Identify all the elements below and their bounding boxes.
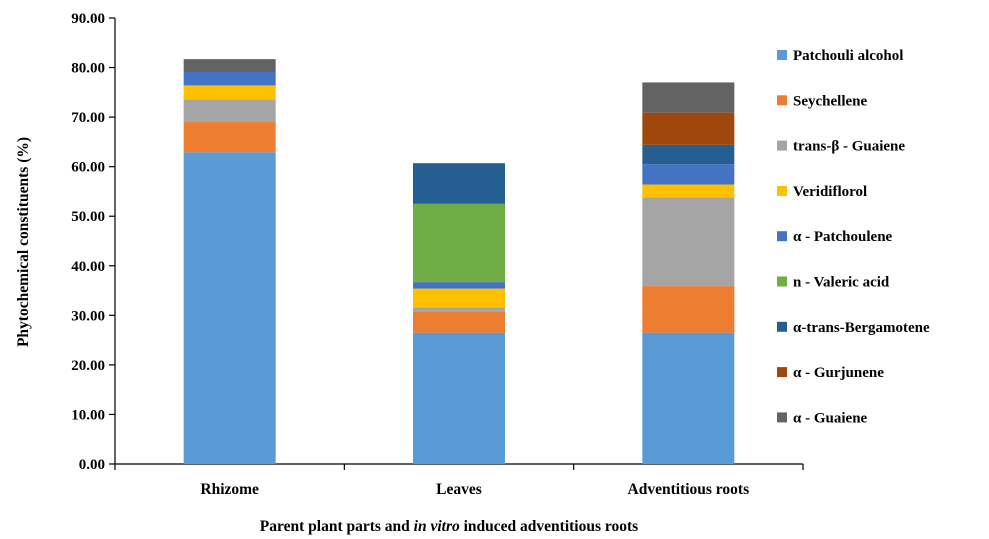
y-tick-label: 0.00 [79, 457, 105, 473]
x-axis-title-part-3: induced adventitious roots [460, 518, 638, 535]
legend-swatch [777, 185, 787, 196]
y-axis-title: Phytochemical constituents (%) [15, 137, 32, 347]
bar-segment [183, 122, 276, 153]
bar-segment [183, 72, 276, 86]
legend-label: α - Gurjunene [793, 365, 884, 381]
y-tick-label: 20.00 [71, 358, 105, 374]
bar-segment [183, 85, 276, 100]
x-category-label: Rhizome [200, 481, 259, 498]
legend-label: α-trans-Bergamotene [793, 320, 930, 336]
bar-segment [642, 332, 735, 464]
legend-swatch [777, 367, 787, 378]
y-tick-label: 60.00 [71, 160, 105, 176]
legend-label: Patchouli alcohol [793, 48, 903, 64]
legend-swatch [777, 95, 787, 106]
legend-swatch [777, 50, 787, 60]
x-axis-title: Parent plant parts and in vitro induced … [260, 518, 638, 535]
bar-segment [642, 164, 735, 185]
bar-segment [642, 286, 735, 333]
y-tick-label: 70.00 [71, 110, 105, 126]
bar-segment [642, 197, 735, 287]
bar-segment [413, 163, 505, 204]
bar-segment [413, 282, 505, 289]
x-axis-title-part-1: Parent plant parts and [260, 518, 414, 535]
y-tick-label: 80.00 [71, 61, 105, 77]
legend-swatch [777, 412, 787, 423]
legend-label: α - Patchoulene [793, 229, 893, 245]
x-category-label: Leaves [436, 481, 482, 498]
bar-segment [413, 311, 505, 333]
y-tick-label: 40.00 [71, 259, 105, 275]
bar-segment [413, 307, 505, 312]
x-axis-title-part-2: in vitro [414, 518, 460, 535]
legend-label: Seychellene [793, 93, 867, 109]
legend-swatch [777, 231, 787, 242]
bar-segment [413, 203, 505, 283]
legend-label: Veridiflorol [793, 184, 867, 200]
y-tick-label: 90.00 [71, 11, 105, 27]
y-tick-label: 50.00 [71, 209, 105, 225]
legend-label: n - Valeric acid [793, 275, 890, 291]
x-axis: Rhizome Leaves Adventitious roots [114, 463, 804, 498]
bar-segment [183, 59, 276, 73]
y-axis: 0.00 10.00 20.00 30.00 40.00 50.00 60.00 70.00 8… [71, 11, 116, 473]
bar-segment [413, 288, 505, 308]
legend-swatch [777, 140, 787, 151]
bar-segment [642, 144, 735, 165]
legend-swatch [777, 276, 787, 287]
x-category-label: Adventitious roots [628, 481, 750, 498]
bar-segment [413, 332, 505, 464]
legend: Patchouli alcohol Seychellene trans-β - Gu… [777, 48, 930, 426]
bar-segment [183, 152, 276, 464]
bars [183, 59, 735, 464]
legend-label: α - Guaiene [793, 410, 868, 426]
y-tick-label: 10.00 [71, 407, 105, 423]
legend-label: trans-β - Guaiene [793, 139, 905, 155]
y-tick-label: 30.00 [71, 308, 105, 324]
bar-segment [642, 82, 735, 113]
bar-segment [642, 112, 735, 145]
bar-segment [183, 99, 276, 123]
legend-swatch [777, 321, 787, 332]
bar-segment [642, 184, 735, 198]
